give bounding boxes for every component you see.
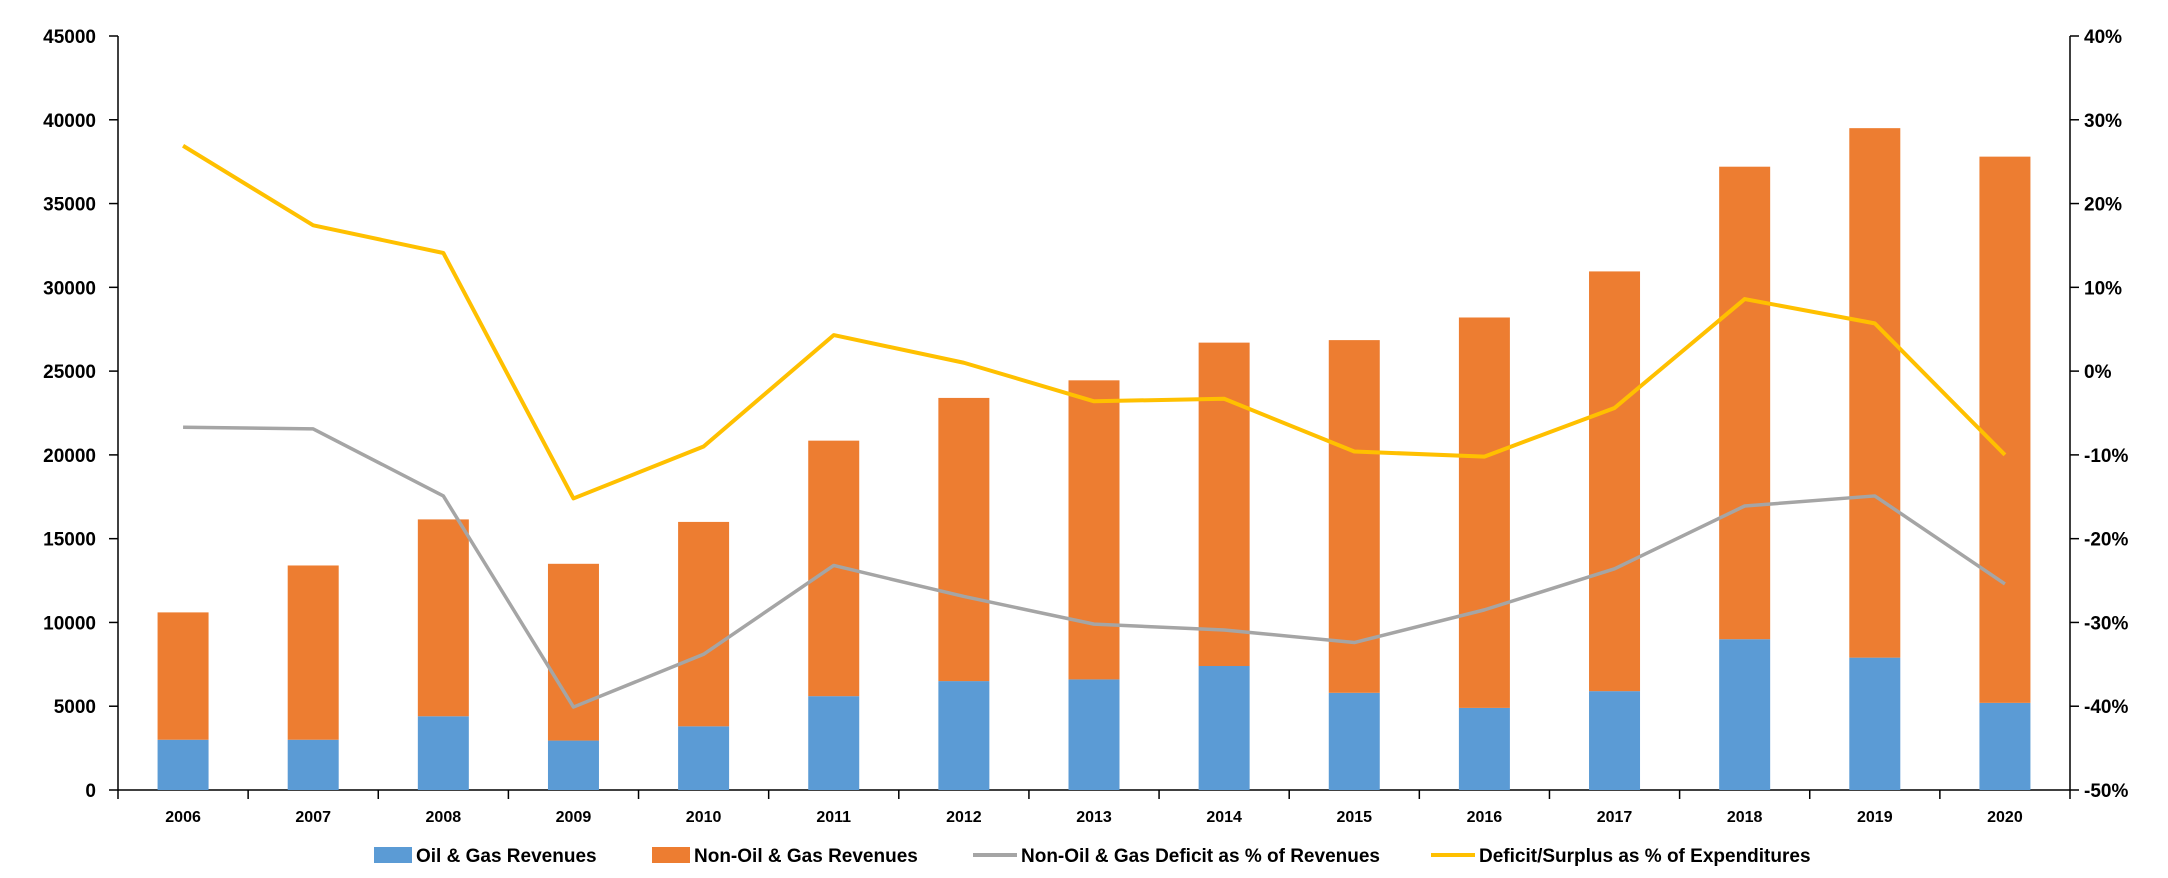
bar-non-oil-gas-revenues	[1719, 166, 1771, 640]
right-axis-tick-label: 10%	[2084, 278, 2122, 299]
right-axis-tick-label: 30%	[2084, 111, 2122, 132]
legend-label: Oil & Gas Revenues	[416, 846, 597, 867]
bar-non-oil-gas-revenues	[417, 519, 469, 717]
right-axis-tick-label: 20%	[2084, 195, 2122, 216]
x-axis-tick-label: 2007	[295, 809, 331, 826]
bar-oil-gas-revenues	[157, 739, 209, 790]
x-axis-tick-label: 2010	[686, 809, 722, 826]
x-axis-tick-label: 2014	[1206, 809, 1242, 826]
bar-non-oil-gas-revenues	[1589, 271, 1641, 692]
x-axis-tick-label: 2020	[1987, 809, 2023, 826]
bar-non-oil-gas-revenues	[1458, 317, 1510, 708]
left-axis-tick-label: 5000	[54, 697, 96, 718]
right-axis-tick-label: -50%	[2084, 781, 2128, 802]
x-axis-tick-label: 2019	[1857, 809, 1893, 826]
bar-series	[157, 128, 2031, 790]
bar-oil-gas-revenues	[808, 696, 860, 790]
right-axis-tick-label: 40%	[2084, 27, 2122, 48]
left-axis-tick-label: 25000	[43, 362, 96, 383]
x-axis-tick-label: 2017	[1597, 809, 1633, 826]
bar-non-oil-gas-revenues	[1328, 340, 1380, 693]
x-axis-tick-label: 2013	[1076, 809, 1112, 826]
x-axis-tick-label: 2016	[1467, 809, 1503, 826]
bar-oil-gas-revenues	[1849, 657, 1901, 790]
right-axis-tick-label: -40%	[2084, 697, 2128, 718]
left-axis-tick-label: 30000	[43, 278, 96, 299]
left-axis-tick-label: 15000	[43, 530, 96, 551]
bar-oil-gas-revenues	[1068, 679, 1120, 790]
bar-non-oil-gas-revenues	[1068, 380, 1120, 680]
bar-oil-gas-revenues	[1198, 666, 1250, 790]
bar-oil-gas-revenues	[547, 740, 599, 790]
x-axis-tick-label: 2015	[1336, 809, 1372, 826]
legend-label: Non-Oil & Gas Deficit as % of Revenues	[1021, 846, 1380, 867]
right-axis-tick-label: -30%	[2084, 613, 2128, 634]
left-axis-tick-label: 45000	[43, 27, 96, 48]
bar-oil-gas-revenues	[678, 726, 730, 790]
x-axis-tick-label: 2012	[946, 809, 982, 826]
bar-non-oil-gas-revenues	[1198, 342, 1250, 667]
x-axis-tick-label: 2009	[556, 809, 592, 826]
left-axis-tick-label: 10000	[43, 613, 96, 634]
bar-oil-gas-revenues	[1589, 691, 1641, 790]
bar-oil-gas-revenues	[938, 681, 990, 790]
legend-swatch	[652, 847, 690, 863]
x-axis-tick-label: 2018	[1727, 809, 1763, 826]
x-axis-tick-label: 2008	[426, 809, 462, 826]
x-axis-tick-label: 2006	[165, 809, 201, 826]
x-axis-tick-label: 2011	[816, 809, 851, 826]
chart-axes: 0 5000 10000 15000 20000 25000 30000 35000 40000…	[43, 27, 2128, 826]
right-axis-tick-label: -10%	[2084, 446, 2128, 467]
bar-oil-gas-revenues	[1328, 692, 1380, 790]
bar-oil-gas-revenues	[1719, 639, 1771, 790]
bar-non-oil-gas-revenues	[1979, 156, 2031, 703]
left-axis-tick-label: 0	[85, 781, 96, 802]
bar-oil-gas-revenues	[417, 716, 469, 790]
bar-non-oil-gas-revenues	[938, 397, 990, 682]
bar-oil-gas-revenues	[1979, 702, 2031, 790]
bar-oil-gas-revenues	[1458, 707, 1510, 790]
legend-swatch	[374, 847, 412, 863]
bar-non-oil-gas-revenues	[287, 565, 339, 740]
legend-label: Deficit/Surplus as % of Expenditures	[1479, 846, 1811, 867]
left-axis-tick-label: 35000	[43, 195, 96, 216]
left-axis-tick-label: 40000	[43, 111, 96, 132]
bar-non-oil-gas-revenues	[1849, 128, 1901, 658]
bar-oil-gas-revenues	[287, 739, 339, 790]
legend-label: Non-Oil & Gas Revenues	[694, 846, 918, 867]
left-axis-tick-label: 20000	[43, 446, 96, 467]
legend-item: Oil & Gas Revenues	[374, 846, 597, 867]
bar-non-oil-gas-revenues	[157, 612, 209, 740]
legend-item: Non-Oil & Gas Deficit as % of Revenues	[973, 846, 1380, 867]
legend: Oil & Gas Revenues Non-Oil & Gas Revenues…	[374, 846, 1811, 867]
bar-non-oil-gas-revenues	[678, 521, 730, 727]
right-axis-tick-label: -20%	[2084, 530, 2128, 551]
line-series	[182, 144, 2007, 709]
bar-non-oil-gas-revenues	[547, 563, 599, 741]
legend-item: Non-Oil & Gas Revenues	[652, 846, 918, 867]
right-axis-tick-label: 0%	[2084, 362, 2112, 383]
line-non-oil-gas-deficit	[183, 425, 2006, 709]
line-deficit-surplus	[182, 144, 2007, 501]
legend-item: Deficit/Surplus as % of Expenditures	[1431, 846, 1811, 867]
